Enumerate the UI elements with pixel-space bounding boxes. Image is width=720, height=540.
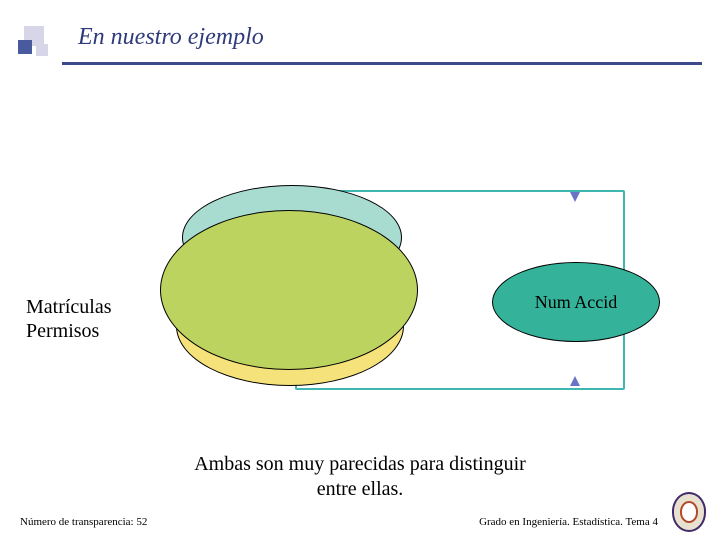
arrow-down-icon	[570, 192, 580, 202]
caption: Ambas son muy parecidas para distinguir …	[0, 452, 720, 502]
ellipse-front	[160, 210, 418, 370]
footer-left: Número de transparencia: 52	[20, 516, 147, 528]
ellipse-right-label: Num Accid	[535, 292, 618, 313]
arrow-up-icon	[570, 376, 580, 386]
ellipse-right: Num Accid	[492, 262, 660, 342]
caption-line2: entre ellas.	[0, 477, 720, 502]
institution-seal-icon	[672, 492, 706, 532]
diagram-area: Num Accid	[0, 80, 720, 440]
header-square-icon	[18, 26, 56, 64]
footer-right: Grado en Ingeniería. Estadística. Tema 4	[479, 516, 658, 528]
caption-line1: Ambas son muy parecidas para distinguir	[0, 452, 720, 477]
title-underline	[62, 62, 702, 65]
slide-title: En nuestro ejemplo	[78, 24, 264, 51]
slide: En nuestro ejemplo Matrículas Permisos N…	[0, 0, 720, 540]
